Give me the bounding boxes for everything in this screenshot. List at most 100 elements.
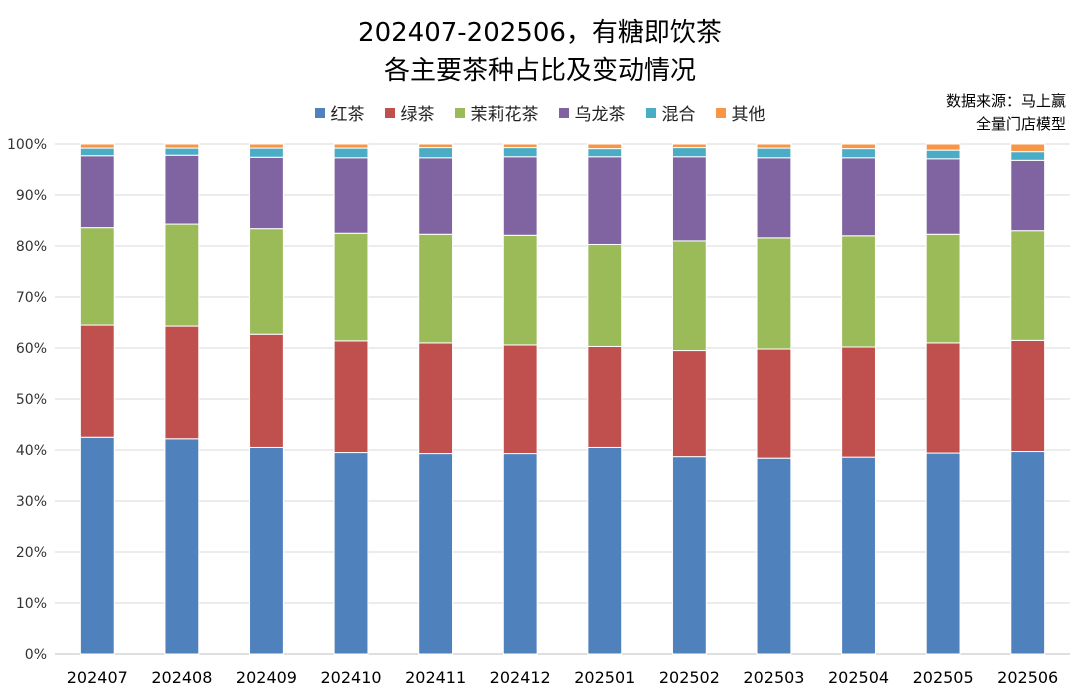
legend-label: 绿茶 <box>400 105 435 125</box>
bar-segment-202503-5 <box>756 143 792 149</box>
bar-segment-202502-5 <box>671 143 707 149</box>
y-tick-label: 0% <box>25 647 47 663</box>
source-line2: 全量门店模型 <box>975 115 1066 133</box>
bar-segment-202503-1 <box>756 348 792 459</box>
bar-segment-202410-2 <box>333 232 369 342</box>
legend-swatch <box>715 107 726 118</box>
bar-segment-202506-0 <box>1010 451 1046 655</box>
bar-segment-202501-1 <box>587 345 623 448</box>
bar-segment-202409-0 <box>249 446 284 655</box>
y-tick-label: 10% <box>16 596 47 612</box>
bar-segment-202411-0 <box>418 453 454 655</box>
bar-segment-202409-3 <box>249 156 284 230</box>
x-tick-label: 202501 <box>574 668 635 687</box>
bar-segment-202412-4 <box>502 147 538 158</box>
bar-segment-202504-3 <box>841 157 876 237</box>
x-tick-label: 202506 <box>997 668 1058 687</box>
bar-segment-202506-5 <box>1010 143 1046 153</box>
bar-segment-202504-1 <box>841 346 876 458</box>
data-source-note: 数据来源：马上赢 全量门店模型 <box>916 90 1066 136</box>
bar-segment-202408-0 <box>164 438 200 655</box>
bar-segment-202505-0 <box>925 452 961 655</box>
bar-segment-202408-1 <box>164 325 200 440</box>
bar-segment-202408-2 <box>164 223 200 327</box>
legend-swatch <box>314 107 325 118</box>
bar-segment-202411-4 <box>418 147 454 159</box>
bar-segment-202505-4 <box>925 149 961 160</box>
legend-label: 混合 <box>661 105 696 125</box>
bar-segment-202505-1 <box>925 342 961 454</box>
legend-label: 红茶 <box>330 105 365 125</box>
bar-segment-202501-2 <box>587 243 623 347</box>
legend-item-1: 绿茶 <box>384 100 435 125</box>
legend-swatch <box>384 107 395 118</box>
bar-segment-202503-0 <box>756 457 792 655</box>
y-tick-label: 90% <box>16 188 47 204</box>
bar-segment-202502-1 <box>671 350 707 458</box>
y-tick-label: 40% <box>16 443 47 459</box>
bar-segment-202410-1 <box>333 340 369 454</box>
bar-segment-202505-5 <box>925 143 961 151</box>
bar-segment-202504-5 <box>841 143 876 150</box>
bar-segment-202502-2 <box>671 240 707 352</box>
legend-item-0: 红茶 <box>314 100 365 125</box>
bar-segment-202502-0 <box>671 456 707 655</box>
bar-segment-202501-4 <box>587 148 623 158</box>
bar-segment-202412-5 <box>502 143 538 149</box>
bar-segment-202411-2 <box>418 233 454 344</box>
bar-segment-202407-5 <box>79 143 115 149</box>
y-tick-label: 50% <box>16 392 47 408</box>
x-tick-label: 202410 <box>321 668 382 687</box>
x-tick-label: 202505 <box>913 668 974 687</box>
bar-segment-202506-1 <box>1010 339 1046 453</box>
source-line1: 数据来源：马上赢 <box>945 92 1066 110</box>
x-tick-label: 202502 <box>659 668 720 687</box>
y-tick-label: 20% <box>16 545 47 561</box>
bar-segment-202408-5 <box>164 143 200 149</box>
legend-swatch <box>645 107 656 118</box>
y-tick-label: 30% <box>16 494 47 510</box>
bar-segment-202407-0 <box>79 436 115 655</box>
bar-segment-202505-3 <box>925 158 961 235</box>
x-tick-label: 202408 <box>151 668 212 687</box>
bar-segment-202410-0 <box>333 452 369 655</box>
y-tick-label: 80% <box>16 239 47 255</box>
legend-item-4: 混合 <box>645 100 696 125</box>
bar-segment-202412-1 <box>502 344 538 455</box>
bar-segment-202504-2 <box>841 235 876 348</box>
bar-segment-202503-2 <box>756 237 792 350</box>
bar-segment-202408-3 <box>164 154 200 225</box>
bar-segment-202501-3 <box>587 156 623 245</box>
x-tick-label: 202411 <box>405 668 466 687</box>
bar-segment-202409-5 <box>249 143 284 149</box>
bar-segment-202502-4 <box>671 147 707 158</box>
x-tick-label: 202412 <box>490 668 551 687</box>
bar-segment-202412-2 <box>502 234 538 346</box>
legend-item-2: 茉莉花茶 <box>454 100 539 125</box>
bar-segment-202503-4 <box>756 147 792 159</box>
bar-segment-202503-3 <box>756 157 792 239</box>
y-tick-label: 100% <box>7 137 47 153</box>
bar-segment-202408-4 <box>164 147 200 156</box>
bar-segment-202410-3 <box>333 157 369 234</box>
x-tick-label: 202504 <box>828 668 889 687</box>
legend-label: 茉莉花茶 <box>470 105 539 125</box>
bar-segment-202407-3 <box>79 155 115 229</box>
legend-swatch <box>558 107 569 118</box>
bar-segment-202505-2 <box>925 233 961 344</box>
bar-segment-202409-2 <box>249 228 284 335</box>
y-tick-label: 70% <box>16 290 47 306</box>
bar-segment-202407-2 <box>79 227 115 326</box>
bar-segment-202501-0 <box>587 446 623 655</box>
bar-segment-202410-4 <box>333 147 369 159</box>
x-tick-label: 202407 <box>67 668 128 687</box>
bar-segment-202506-4 <box>1010 151 1046 161</box>
legend-label: 乌龙茶 <box>574 105 626 125</box>
bar-segment-202501-5 <box>587 143 623 150</box>
legend-item-3: 乌龙茶 <box>558 100 626 125</box>
bar-segment-202506-3 <box>1010 159 1046 232</box>
legend-label: 其他 <box>731 105 766 125</box>
bar-segment-202409-4 <box>249 147 284 158</box>
